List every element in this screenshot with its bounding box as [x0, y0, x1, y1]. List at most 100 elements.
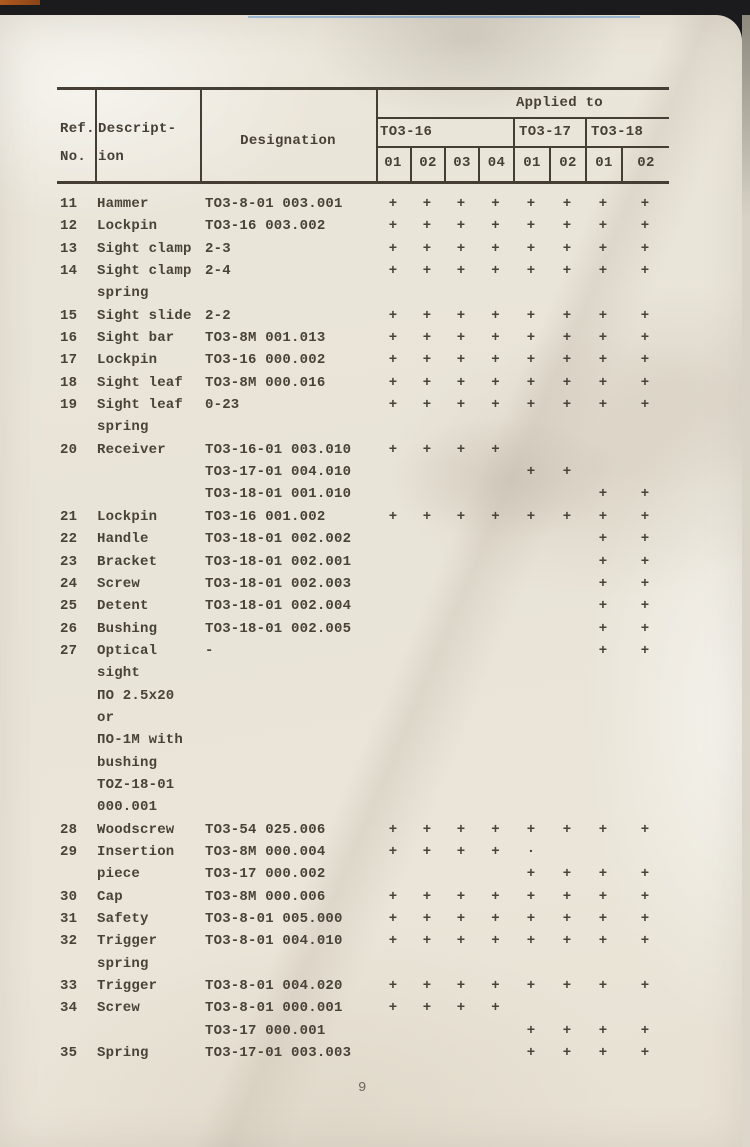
applicability-mark-cell: [376, 953, 410, 975]
applicability-mark-cell: [549, 796, 585, 818]
ref-no-cell: 18: [60, 374, 78, 391]
description-cell: Trigger: [97, 933, 158, 950]
applicability-mark-cell: +: [388, 1000, 398, 1017]
ref-no-cell: [57, 416, 95, 438]
description-cell: Handle: [97, 531, 149, 548]
applicability-mark-cell: [376, 752, 410, 774]
applicability-mark-cell: [513, 528, 549, 550]
description-cell: Woodscrew: [97, 821, 175, 838]
applicability-mark-cell: +: [388, 843, 398, 860]
applicability-mark-cell: [549, 685, 585, 707]
applicability-mark-cell: [478, 752, 513, 774]
col-header-variant: 02: [410, 148, 444, 181]
designation-cell: TO3-8M 000.004: [205, 843, 326, 860]
applicability-mark-cell: +: [388, 933, 398, 950]
description-cell: Sight leaf: [97, 397, 184, 414]
applicability-mark-cell: [376, 618, 410, 640]
applicability-mark-cell: [513, 282, 549, 304]
applicability-mark-cell: [478, 483, 513, 505]
applicability-mark-cell: +: [598, 240, 608, 257]
designation-cell: TO3-8-01 004.020: [205, 978, 343, 995]
applicability-mark-cell: +: [526, 397, 536, 414]
applicability-mark-cell: +: [422, 1000, 432, 1017]
table-row: 19 Sight leaf 0-23 + + + + + + + +: [57, 394, 669, 416]
applicability-mark-cell: +: [422, 888, 432, 905]
applicability-mark-cell: +: [388, 397, 398, 414]
table-row: 11 Hammer TO3-8-01 003.001 + + + + + + + +: [57, 193, 669, 215]
applied-to-group: Applied to TO3-16 TO3-17 TO3-18 01 02 03…: [376, 90, 669, 181]
applicability-mark-cell: +: [526, 263, 536, 280]
applicability-mark-cell: +: [526, 352, 536, 369]
designation-cell: TO3-17-01 004.010: [205, 464, 352, 481]
applicability-mark-cell: [410, 1042, 444, 1064]
applicability-mark-cell: [444, 416, 478, 438]
applicability-mark-cell: [410, 796, 444, 818]
applicability-mark-cell: [513, 551, 549, 573]
applicability-mark-cell: [585, 997, 621, 1019]
applicability-mark-cell: +: [598, 397, 608, 414]
ref-no-cell: 28: [60, 821, 78, 838]
page-number: 9: [358, 1080, 368, 1096]
applicability-mark-cell: [410, 729, 444, 751]
description-cell: Screw: [97, 575, 141, 592]
applicability-mark-cell: [585, 685, 621, 707]
applicability-mark-cell: [444, 662, 478, 684]
applicability-mark-cell: [621, 752, 669, 774]
applicability-mark-cell: [478, 551, 513, 573]
applicability-mark-cell: [585, 662, 621, 684]
designation-cell: [200, 796, 376, 818]
description-cell: Sight slide: [97, 307, 192, 324]
applicability-mark-cell: [444, 528, 478, 550]
applicability-mark-cell: +: [562, 240, 572, 257]
applicability-mark-cell: [410, 685, 444, 707]
applicability-mark-cell: +: [456, 196, 466, 212]
applicability-mark-cell: [444, 953, 478, 975]
applicability-mark-cell: [585, 416, 621, 438]
ref-no-cell: 30: [60, 888, 78, 905]
applicability-mark-cell: [513, 416, 549, 438]
applicability-mark-cell: +: [598, 374, 608, 391]
designation-cell: [200, 416, 376, 438]
applicability-mark-cell: +: [640, 598, 650, 615]
designation-cell: TO3-16 001.002: [205, 508, 326, 525]
applicability-mark-cell: +: [456, 508, 466, 525]
applicability-mark-cell: +: [640, 978, 650, 995]
table-row: 17 Lockpin TO3-16 000.002 + + + + + + + +: [57, 349, 669, 371]
applicability-mark-cell: [410, 774, 444, 796]
applicability-mark-cell: +: [598, 330, 608, 347]
applicability-mark-cell: +: [456, 821, 466, 838]
applicability-mark-cell: +: [598, 1045, 608, 1062]
table-row: 22 Handle TO3-18-01 002.002 + +: [57, 528, 669, 550]
applicability-mark-cell: +: [598, 196, 608, 212]
col-header-applied-to: Applied to: [376, 90, 669, 119]
table-row: TOZ-18-01: [57, 774, 669, 796]
description-cell: Lockpin: [97, 218, 158, 235]
applicability-mark-cell: [621, 439, 669, 461]
applicability-mark-cell: +: [562, 1045, 572, 1062]
table-row: 30 Cap TO3-8M 000.006 + + + + + + + +: [57, 886, 669, 908]
ref-no-cell: 17: [60, 352, 78, 369]
paper-sheet: [0, 15, 742, 1147]
applicability-mark-cell: +: [526, 911, 536, 927]
applicability-mark-cell: +: [456, 843, 466, 860]
applicability-mark-cell: +: [598, 598, 608, 615]
applicability-mark-cell: +: [526, 464, 536, 481]
applicability-mark-cell: +: [598, 933, 608, 950]
applicability-mark-cell: +: [598, 307, 608, 324]
ref-no-cell: 22: [60, 531, 78, 548]
applicability-mark-cell: [410, 416, 444, 438]
applicability-mark-cell: [621, 841, 669, 863]
applicability-mark-cell: +: [526, 330, 536, 347]
applicability-mark-cell: +: [456, 1000, 466, 1017]
applicability-mark-cell: [549, 282, 585, 304]
applicability-mark-cell: [376, 729, 410, 751]
applicability-mark-cell: +: [526, 888, 536, 905]
designation-cell: TO3-16 000.002: [205, 352, 326, 369]
ref-no-cell: [57, 729, 95, 751]
ref-no-cell: [57, 953, 95, 975]
applicability-mark-cell: +: [640, 486, 650, 503]
ref-no-cell: [57, 774, 95, 796]
ref-no-cell: 25: [60, 598, 78, 615]
applicability-mark-cell: +: [422, 821, 432, 838]
description-cell: Hammer: [97, 196, 149, 212]
